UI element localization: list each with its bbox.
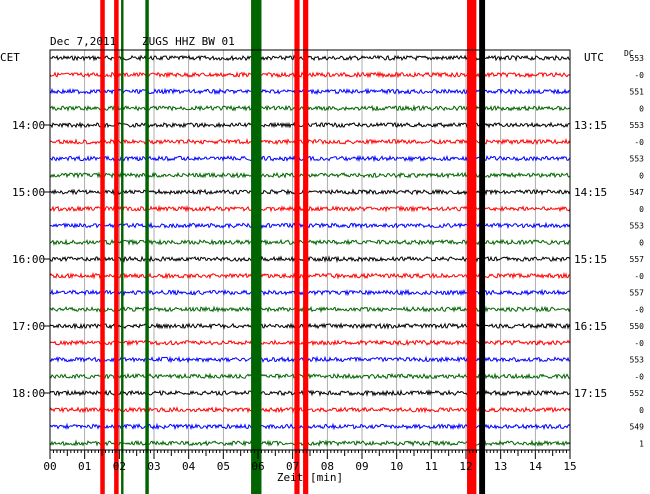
- dc-offset-label: 0: [639, 171, 644, 180]
- left-time-labels: 14:00 15:00 16:00 17:00 18:00: [12, 119, 50, 400]
- dc-offset-label: -0: [634, 339, 644, 348]
- event-band: [479, 0, 486, 494]
- dc-offset-label: -0: [634, 305, 644, 314]
- x-tick-label: 09: [355, 460, 368, 473]
- event-band: [121, 0, 124, 494]
- dc-offset-label: 1: [639, 439, 644, 448]
- dc-offset-label: 551: [630, 88, 645, 97]
- trace-line: [49, 271, 571, 280]
- x-axis-title: Zeit [min]: [277, 471, 343, 484]
- x-tick-label: 12: [459, 460, 472, 473]
- trace-line: [49, 305, 571, 314]
- trace-line: [49, 238, 571, 246]
- event-band: [303, 0, 309, 494]
- dc-offset-label: 550: [630, 322, 645, 331]
- dc-offset-label: 0: [639, 205, 644, 214]
- x-tick-label: 13: [494, 460, 507, 473]
- x-tick-label: 06: [251, 460, 264, 473]
- header-station: ZUGS HHZ BW 01: [142, 35, 235, 48]
- dc-offset-label: 557: [630, 255, 645, 264]
- dc-offset-label: 553: [630, 356, 645, 365]
- trace-line: [49, 338, 571, 347]
- dc-offset-label: 547: [630, 188, 645, 197]
- dc-offset-label: 0: [639, 104, 644, 113]
- x-tick-label: 05: [217, 460, 230, 473]
- event-band: [100, 0, 105, 494]
- x-tick-label: 01: [78, 460, 91, 473]
- dc-offset-label: 553: [630, 222, 645, 231]
- x-tick-label: 11: [425, 460, 438, 473]
- trace-line: [49, 255, 571, 264]
- trace-line: [49, 439, 571, 447]
- x-tick-label: 14: [529, 460, 543, 473]
- trace-line: [49, 406, 571, 414]
- trace-line: [49, 288, 571, 297]
- right-hour-label: 14:15: [574, 186, 607, 199]
- trace-line: [49, 388, 571, 397]
- x-tick-label: 07: [286, 460, 299, 473]
- right-hour-label: 16:15: [574, 320, 607, 333]
- trace-line: [49, 188, 571, 196]
- dc-offset-label: 0: [639, 406, 644, 415]
- trace-line: [49, 70, 571, 79]
- x-tick-label: 15: [563, 460, 576, 473]
- trace-line: [49, 171, 571, 180]
- dc-offset-label: -0: [634, 372, 644, 381]
- dc-offset-label: 552: [630, 389, 645, 398]
- dc-offset-label: 557: [630, 289, 645, 298]
- right-hour-label: 17:15: [574, 387, 607, 400]
- trace-line: [49, 104, 571, 112]
- event-band: [467, 0, 477, 494]
- dc-offset-label: 549: [630, 423, 645, 432]
- x-tick-label: 02: [113, 460, 126, 473]
- left-hour-label: 17:00: [12, 320, 45, 333]
- trace-line: [49, 422, 571, 431]
- dc-offset-label: 0: [639, 238, 644, 247]
- event-band: [251, 0, 262, 494]
- trace-line: [49, 322, 571, 330]
- dc-offset-label: -0: [634, 71, 644, 80]
- dc-offset-label: 553: [630, 155, 645, 164]
- event-band: [294, 0, 300, 494]
- x-axis-ticks: 00 01 02 03 04 05 06 07 08 09 10 11 12 13 14 15: [43, 450, 577, 473]
- trace-line: [49, 204, 571, 213]
- event-band: [145, 0, 149, 494]
- dc-offset-label: -0: [634, 138, 644, 147]
- trace-line: [49, 87, 571, 96]
- x-tick-label: 08: [321, 460, 334, 473]
- event-band: [114, 0, 119, 494]
- left-hour-label: 18:00: [12, 387, 45, 400]
- left-timezone: CET: [0, 51, 20, 64]
- header-date: Dec 7,2011: [50, 35, 116, 48]
- left-hour-label: 16:00: [12, 253, 45, 266]
- x-tick-label: 04: [182, 460, 196, 473]
- seismogram-traces: [49, 54, 571, 447]
- trace-line: [49, 372, 571, 380]
- trace-line: [50, 54, 571, 62]
- trace-line: [50, 221, 571, 230]
- dc-offset-label: -0: [634, 272, 644, 281]
- right-time-labels: 13:15 14:15 15:15 16:15 17:15: [574, 119, 607, 400]
- trace-line: [49, 355, 571, 364]
- dc-offset-labels: 553 -0 551 0 553 -0 553 0 547 0 553 0 557 -0 557 -0 550 -…: [630, 54, 645, 448]
- x-tick-label: 00: [43, 460, 56, 473]
- x-tick-label: 03: [147, 460, 160, 473]
- dc-header: DC: [624, 49, 634, 58]
- dc-offset-label: 553: [630, 121, 645, 130]
- left-hour-label: 15:00: [12, 186, 45, 199]
- dc-offset-label: 553: [630, 54, 645, 63]
- left-hour-label: 14:00: [12, 119, 45, 132]
- right-hour-label: 13:15: [574, 119, 607, 132]
- event-bands: [100, 0, 486, 494]
- right-timezone: UTC: [584, 51, 604, 64]
- right-hour-label: 15:15: [574, 253, 607, 266]
- trace-line: [49, 154, 571, 163]
- x-tick-label: 10: [390, 460, 403, 473]
- trace-line: [49, 138, 571, 146]
- trace-line: [49, 121, 571, 129]
